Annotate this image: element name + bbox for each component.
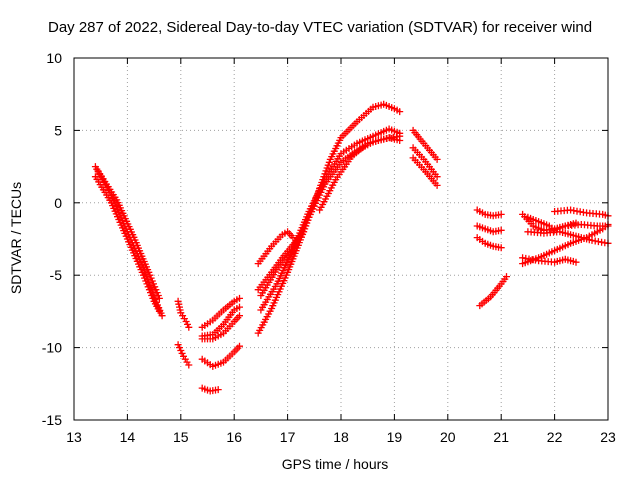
point-markers	[174, 297, 193, 331]
x-tick-labels: 13 14 15 16 17 18 19 20 21 22 23	[66, 429, 616, 445]
series-track-4	[174, 297, 193, 331]
series-track-19	[409, 154, 441, 189]
x-tick-label: 19	[387, 429, 403, 445]
series-track-9	[198, 342, 243, 370]
series-track-6	[198, 294, 243, 331]
x-tick-label: 15	[173, 429, 189, 445]
y-tick-label: 5	[54, 122, 62, 138]
point-markers	[91, 163, 166, 320]
series-track-5	[174, 341, 193, 369]
series-track-29	[519, 254, 580, 266]
point-markers	[473, 206, 505, 220]
x-tick-label: 16	[226, 429, 242, 445]
point-markers	[473, 222, 505, 236]
series-track-23	[476, 273, 510, 310]
x-tick-label: 14	[120, 429, 136, 445]
point-markers	[198, 342, 243, 370]
series-track-16	[316, 132, 404, 214]
x-tick-label: 13	[66, 429, 82, 445]
series-track-10	[198, 384, 222, 395]
point-markers	[198, 384, 222, 395]
point-markers	[519, 221, 612, 268]
series-track-17	[409, 126, 441, 163]
point-markers	[94, 167, 163, 302]
series-track-27	[551, 206, 612, 220]
grid	[74, 58, 608, 420]
data-points	[91, 100, 612, 395]
y-axis-label: SDTVAR / TECUs	[8, 181, 24, 295]
y-tick-label: -10	[42, 340, 62, 356]
point-markers	[551, 206, 612, 220]
x-tick-label: 18	[333, 429, 349, 445]
x-tick-label: 22	[547, 429, 563, 445]
point-markers	[519, 254, 580, 266]
x-tick-label: 17	[280, 429, 296, 445]
x-tick-label: 21	[493, 429, 509, 445]
series-track-8	[198, 312, 243, 343]
x-tick-label: 20	[440, 429, 456, 445]
chart-title: Day 287 of 2022, Sidereal Day-to-day VTE…	[48, 19, 593, 36]
series-track-20	[473, 206, 505, 220]
series-track-28	[519, 221, 612, 268]
point-markers	[198, 312, 243, 343]
point-markers	[409, 144, 441, 181]
point-markers	[473, 234, 505, 252]
series-track-21	[473, 222, 505, 236]
y-tick-label: 0	[54, 195, 62, 211]
y-tick-label: -5	[50, 267, 63, 283]
y-tick-labels: -15 -10 -5 0 5 10	[42, 50, 62, 428]
point-markers	[254, 228, 297, 268]
point-markers	[524, 213, 580, 234]
point-markers	[174, 341, 193, 369]
series-track-11	[254, 228, 297, 268]
point-markers	[409, 154, 441, 189]
point-markers	[476, 273, 510, 310]
series-track-3	[94, 167, 163, 302]
x-tick-label: 23	[600, 429, 616, 445]
series-track-22	[473, 234, 505, 252]
y-tick-label: -15	[42, 412, 62, 428]
point-markers	[91, 173, 163, 315]
y-tick-label: 10	[46, 50, 62, 66]
point-markers	[409, 126, 441, 163]
point-markers	[316, 132, 404, 214]
series-track-1	[91, 163, 166, 320]
ticks	[73, 57, 609, 421]
x-axis-label: GPS time / hours	[281, 456, 389, 472]
series-track-25	[524, 213, 580, 234]
point-markers	[198, 294, 243, 331]
series-track-2	[91, 173, 163, 315]
series-track-18	[409, 144, 441, 181]
